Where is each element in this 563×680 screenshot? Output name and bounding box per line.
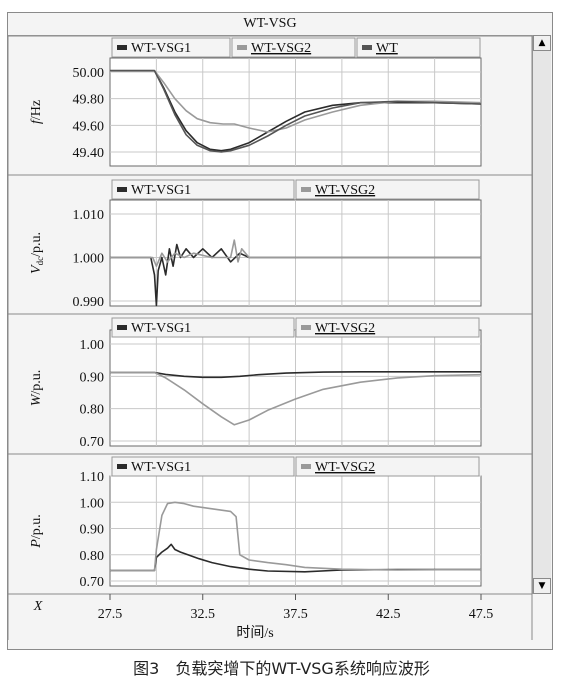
y-axis-label: P/p.u. <box>29 514 44 548</box>
series-line-wt-vsg2 <box>110 501 482 572</box>
legend-item <box>295 179 480 200</box>
y-tick-label: 0.90 <box>80 523 105 538</box>
series-line-wt <box>110 69 482 153</box>
x-axis-strip <box>7 593 533 640</box>
chart-panels: 50.00 49.80 49.60 49.40 f/Hz WT-VSG1 WT-VSG2 WT… <box>7 35 533 640</box>
y-axis-label-main: P <box>29 539 44 549</box>
y-axis-label-main: V <box>29 264 44 274</box>
x-row-label: X <box>33 599 43 614</box>
legend-label: WT-VSG2 <box>315 321 375 336</box>
legend-label: WT <box>376 41 398 56</box>
y-tick-label: 49.40 <box>73 146 105 161</box>
legend-label: WT-VSG2 <box>315 183 375 198</box>
y-axis-label-unit: /p.u. <box>29 370 44 395</box>
legend-item <box>295 456 480 477</box>
x-tick-label: 42.5 <box>376 607 401 622</box>
y-axis-label-unit: /Hz <box>29 100 44 120</box>
legend-label: WT-VSG1 <box>131 321 191 336</box>
x-tick-label: 37.5 <box>283 607 308 622</box>
y-tick-label: 0.70 <box>80 435 105 450</box>
series-line-wt-vsg2 <box>110 239 481 268</box>
legend-swatch <box>117 45 127 50</box>
y-tick-label: 0.80 <box>80 549 105 564</box>
legend-item <box>231 37 356 58</box>
legend-swatch <box>237 45 247 50</box>
y-tick-label: 50.00 <box>73 66 105 81</box>
scroll-up-arrow-icon[interactable]: ▲ <box>533 35 551 51</box>
legend-swatch <box>301 325 311 330</box>
x-tick-label: 32.5 <box>191 607 216 622</box>
legend-label: WT-VSG2 <box>315 460 375 475</box>
legend-swatch <box>301 187 311 192</box>
legend-swatch <box>117 325 127 330</box>
figure-caption: 图3 负载突增下的WT-VSG系统响应波形 <box>133 659 430 678</box>
scroll-down-arrow-icon[interactable]: ▼ <box>533 578 551 594</box>
series-line-wt-vsg2 <box>110 69 482 133</box>
legend-item <box>111 37 231 58</box>
y-axis-label: Vdc/p.u. <box>29 232 45 274</box>
legend-item <box>111 456 295 477</box>
y-tick-label: 0.90 <box>80 370 105 385</box>
y-tick-label: 1.00 <box>80 338 105 353</box>
y-tick-label: 1.000 <box>73 252 105 267</box>
y-tick-label: 49.60 <box>73 119 105 134</box>
series-line-wt-vsg2 <box>110 371 482 426</box>
series-line-wt-vsg1 <box>110 370 481 379</box>
legend-item <box>295 317 480 338</box>
legend-item <box>111 317 295 338</box>
y-tick-label: 1.10 <box>80 470 105 485</box>
y-tick-label: 49.80 <box>73 93 105 108</box>
legend-label: WT-VSG1 <box>131 183 191 198</box>
legend-label: WT-VSG1 <box>131 460 191 475</box>
y-axis-label-unit: /p.u. <box>29 514 44 539</box>
y-tick-label: 1.010 <box>73 208 105 223</box>
y-tick-label: 0.70 <box>80 575 105 590</box>
legend-item <box>111 179 295 200</box>
legend-swatch <box>301 464 311 469</box>
y-tick-label: 0.990 <box>73 295 105 310</box>
y-axis-label-main: f <box>29 118 44 124</box>
y-axis-label: W/p.u. <box>29 370 44 407</box>
x-tick-label: 27.5 <box>98 607 123 622</box>
y-axis-label-unit: /p.u. <box>29 232 44 257</box>
y-tick-label: 0.80 <box>80 403 105 418</box>
y-axis-label: f/Hz <box>29 100 44 124</box>
legend-swatch <box>117 464 127 469</box>
legend-swatch <box>362 45 372 50</box>
y-axis-label-main: W <box>29 393 44 406</box>
y-tick-label: 1.00 <box>80 496 105 511</box>
legend-label: WT-VSG2 <box>251 41 311 56</box>
y-axis-label-subscript: dc <box>35 257 45 266</box>
legend-item <box>356 37 481 58</box>
legend-label: WT-VSG1 <box>131 41 191 56</box>
legend-swatch <box>117 187 127 192</box>
x-axis-label: 时间/s <box>236 625 273 640</box>
series-line-wt-vsg1 <box>110 543 481 573</box>
x-tick-label: 47.5 <box>469 607 494 622</box>
